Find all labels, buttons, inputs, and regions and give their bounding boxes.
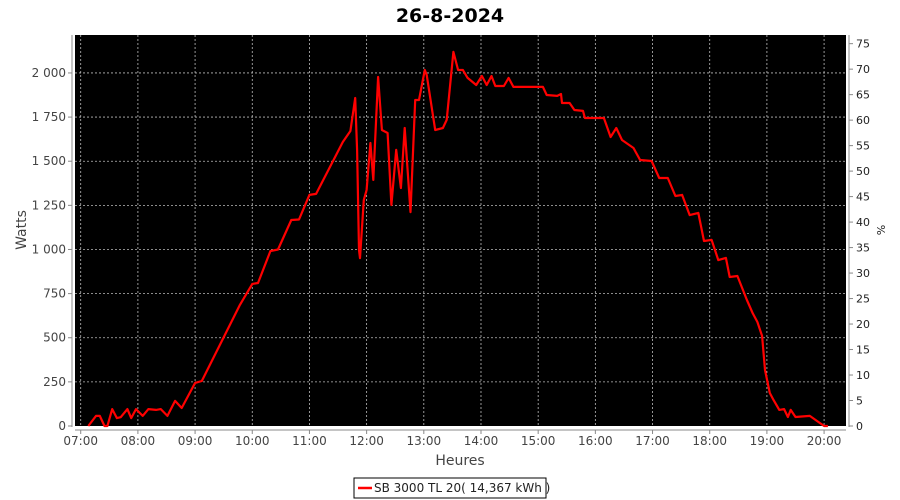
x-tick-label: 16:00: [578, 434, 613, 448]
y-right-tick-label: 75: [856, 38, 870, 51]
y-right-tick-label: 65: [856, 89, 870, 102]
y-right-tick-label: 15: [856, 344, 870, 357]
y-right-axis-label: %: [874, 225, 887, 235]
x-tick-label: 19:00: [750, 434, 785, 448]
grid: [75, 35, 846, 426]
y-tick-label: 2 000: [32, 66, 66, 80]
plot-area: [75, 35, 846, 426]
y-right-tick-label: 45: [856, 191, 870, 204]
y-right-tick-label: 30: [856, 267, 870, 280]
y-tick-label: 250: [43, 375, 66, 389]
x-axis-label: Heures: [435, 453, 484, 469]
chart-title: 26-8-2024: [396, 5, 504, 27]
y-tick-label: 1 750: [32, 110, 66, 124]
x-tick-label: 12:00: [349, 434, 384, 448]
x-tick-label: 10:00: [235, 434, 270, 448]
y-tick-label: 1 250: [32, 198, 66, 212]
y-tick-label: 1 000: [32, 242, 66, 256]
y-tick-label: 0: [58, 419, 66, 433]
x-tick-label: 20:00: [807, 434, 842, 448]
y-tick-label: 500: [43, 331, 66, 345]
y-right-tick-label: 35: [856, 242, 870, 255]
y-right-tick-label: 20: [856, 318, 870, 331]
y-right-tick-label: 0: [856, 420, 863, 433]
y-right-tick-label: 50: [856, 165, 870, 178]
x-tick-label: 08:00: [121, 434, 156, 448]
x-tick-label: 18:00: [692, 434, 727, 448]
x-axis-ticks: 07:00 08:00 09:00 10:00 11:00 12:00 13:00 14:00…: [63, 430, 841, 448]
y-axis-label: Watts: [14, 210, 30, 250]
legend: SB 3000 TL 20( 14,367 kWh ): [353, 477, 550, 499]
axes: [71, 35, 850, 431]
y-right-tick-label: 55: [856, 140, 870, 153]
y-right-axis-ticks: 0 5 10 15 20 25 30 35 40 45 50 55 60 65 70 75: [849, 38, 870, 433]
x-tick-label: 15:00: [521, 434, 556, 448]
y-tick-label: 750: [43, 287, 66, 301]
x-tick-label: 14:00: [464, 434, 499, 448]
y-right-tick-label: 5: [856, 395, 863, 408]
x-tick-label: 09:00: [178, 434, 213, 448]
y-right-tick-label: 70: [856, 63, 870, 76]
y-right-tick-label: 25: [856, 293, 870, 306]
y-right-tick-label: 60: [856, 114, 870, 127]
x-tick-label: 07:00: [63, 434, 98, 448]
x-tick-label: 17:00: [635, 434, 670, 448]
y-right-tick-label: 40: [856, 216, 870, 229]
y-right-tick-label: 10: [856, 369, 870, 382]
x-tick-label: 13:00: [407, 434, 442, 448]
legend-label: SB 3000 TL 20( 14,367 kWh ): [374, 481, 550, 495]
series-line: [87, 50, 828, 428]
y-axis-ticks: 0 250 500 750 1 000 1 250 1 500 1 750 2 000: [32, 66, 72, 433]
y-tick-label: 1 500: [32, 154, 66, 168]
x-tick-label: 11:00: [292, 434, 327, 448]
